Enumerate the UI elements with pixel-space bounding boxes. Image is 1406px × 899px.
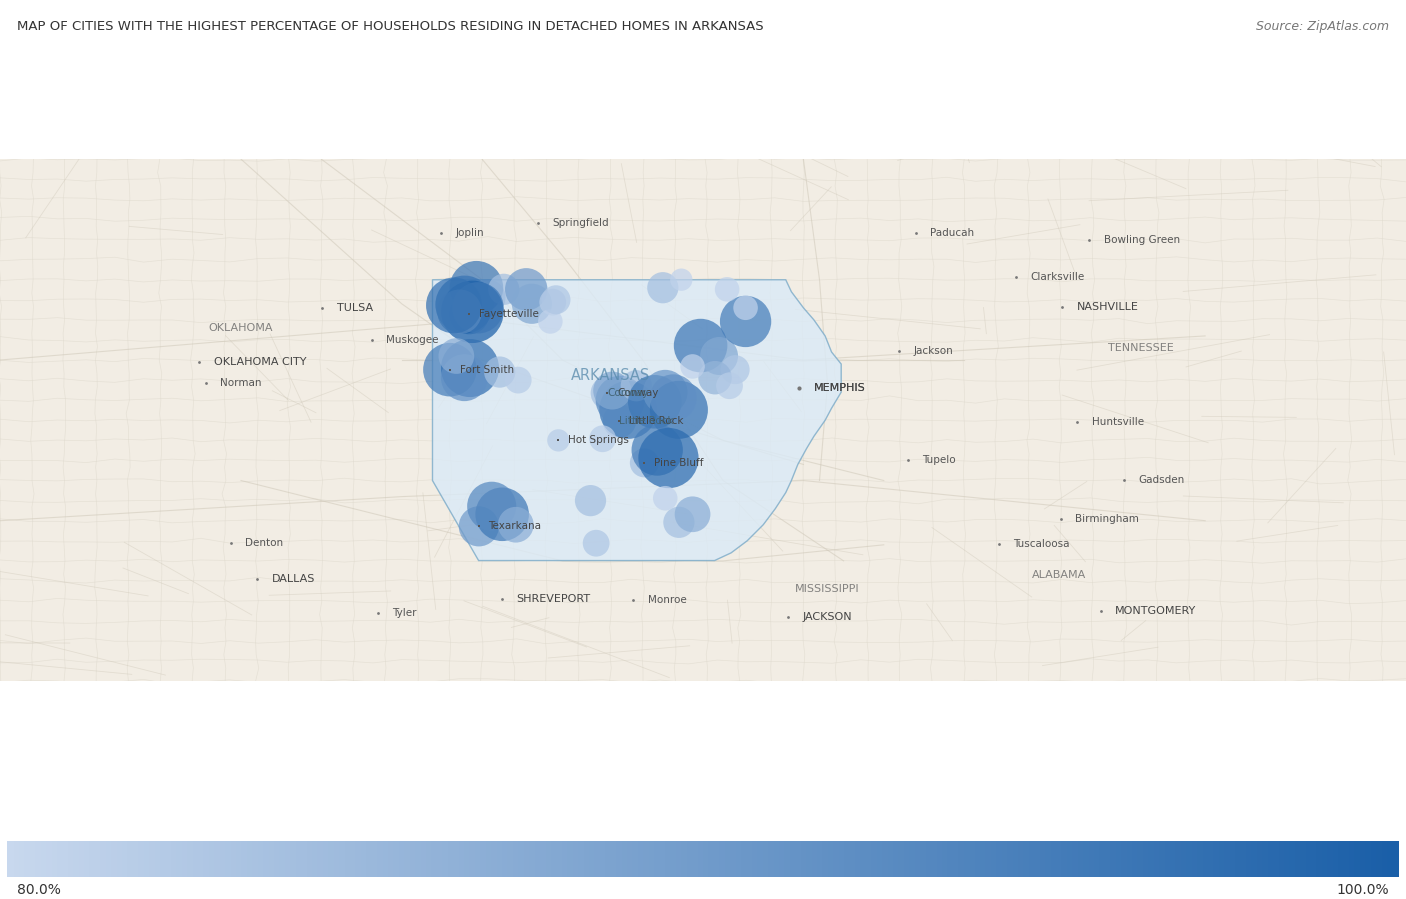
Text: Source: ZipAtlas.com: Source: ZipAtlas.com xyxy=(1256,20,1389,32)
Circle shape xyxy=(681,354,704,378)
Circle shape xyxy=(630,449,659,477)
Circle shape xyxy=(589,425,616,452)
Circle shape xyxy=(423,343,477,396)
Text: OKLAHOMA: OKLAHOMA xyxy=(208,323,273,333)
Circle shape xyxy=(671,269,693,291)
Text: Jackson: Jackson xyxy=(914,346,953,356)
Circle shape xyxy=(652,486,678,511)
Circle shape xyxy=(449,294,489,334)
Text: TENNESSEE: TENNESSEE xyxy=(1108,343,1174,353)
Text: Tupelo: Tupelo xyxy=(922,455,956,465)
Text: Fayetteville: Fayetteville xyxy=(479,309,538,319)
Circle shape xyxy=(484,357,516,387)
Text: MONTGOMERY: MONTGOMERY xyxy=(1115,607,1197,617)
Circle shape xyxy=(505,367,531,394)
Text: Birmingham: Birmingham xyxy=(1076,514,1139,524)
Text: Little Rock: Little Rock xyxy=(620,416,673,426)
Circle shape xyxy=(716,372,742,399)
Text: Tuscaloosa: Tuscaloosa xyxy=(1014,539,1070,549)
Text: Fort Smith: Fort Smith xyxy=(460,365,513,375)
Text: MEMPHIS: MEMPHIS xyxy=(814,383,866,393)
Circle shape xyxy=(596,376,645,424)
Circle shape xyxy=(599,381,657,439)
Circle shape xyxy=(593,371,631,410)
Text: Little Rock: Little Rock xyxy=(628,416,683,426)
Circle shape xyxy=(436,276,494,334)
Circle shape xyxy=(498,507,534,543)
Text: TULSA: TULSA xyxy=(336,303,373,313)
Circle shape xyxy=(540,289,567,316)
Circle shape xyxy=(475,487,529,541)
Polygon shape xyxy=(433,280,841,561)
Text: 100.0%: 100.0% xyxy=(1337,883,1389,897)
Circle shape xyxy=(437,289,482,334)
Circle shape xyxy=(426,278,482,334)
Text: 80.0%: 80.0% xyxy=(17,883,60,897)
Text: Norman: Norman xyxy=(221,378,262,387)
Circle shape xyxy=(675,496,710,532)
Circle shape xyxy=(650,381,707,439)
Circle shape xyxy=(699,361,731,395)
Text: Clarksville: Clarksville xyxy=(1031,272,1085,282)
Text: Paducah: Paducah xyxy=(931,228,974,238)
Text: Texarkana: Texarkana xyxy=(488,521,541,531)
Circle shape xyxy=(582,530,610,556)
Text: ARKANSAS: ARKANSAS xyxy=(571,368,650,383)
Text: Tyler: Tyler xyxy=(392,608,416,619)
Circle shape xyxy=(664,507,695,538)
Circle shape xyxy=(470,280,506,316)
Text: Gadsden: Gadsden xyxy=(1139,475,1185,485)
Circle shape xyxy=(638,428,699,488)
Circle shape xyxy=(700,337,738,375)
Circle shape xyxy=(439,338,474,374)
Text: Monroe: Monroe xyxy=(648,595,686,605)
Circle shape xyxy=(734,296,758,320)
Circle shape xyxy=(450,261,503,315)
Text: MEMPHIS: MEMPHIS xyxy=(814,383,866,393)
Text: Conway: Conway xyxy=(607,388,648,398)
Text: Conway: Conway xyxy=(617,388,658,398)
Text: OKLAHOMA CITY: OKLAHOMA CITY xyxy=(214,358,307,368)
Text: JACKSON: JACKSON xyxy=(803,612,852,622)
Circle shape xyxy=(441,339,499,397)
Circle shape xyxy=(575,485,606,516)
Text: MISSISSIPPI: MISSISSIPPI xyxy=(796,584,860,594)
Text: Muskogee: Muskogee xyxy=(387,335,439,345)
Circle shape xyxy=(441,354,488,401)
Circle shape xyxy=(714,277,740,301)
Text: Hot Springs: Hot Springs xyxy=(568,435,628,445)
Circle shape xyxy=(650,374,697,422)
Circle shape xyxy=(631,424,683,476)
Text: Joplin: Joplin xyxy=(456,228,484,238)
Circle shape xyxy=(467,482,516,530)
Circle shape xyxy=(547,429,569,451)
Circle shape xyxy=(505,268,547,310)
Circle shape xyxy=(512,284,553,324)
Circle shape xyxy=(453,282,503,334)
Circle shape xyxy=(441,280,503,343)
Circle shape xyxy=(591,376,624,410)
Text: Pine Bluff: Pine Bluff xyxy=(654,458,703,467)
Text: ALABAMA: ALABAMA xyxy=(1032,570,1085,581)
Text: Huntsville: Huntsville xyxy=(1092,417,1144,427)
Text: Bowling Green: Bowling Green xyxy=(1104,236,1180,245)
Circle shape xyxy=(603,405,636,438)
Text: SHREVEPORT: SHREVEPORT xyxy=(516,593,591,603)
Circle shape xyxy=(628,375,682,429)
Text: DALLAS: DALLAS xyxy=(271,574,315,583)
Circle shape xyxy=(541,285,571,315)
Circle shape xyxy=(673,319,727,372)
Circle shape xyxy=(647,272,679,303)
Circle shape xyxy=(488,273,519,305)
Circle shape xyxy=(720,296,772,347)
Text: MAP OF CITIES WITH THE HIGHEST PERCENTAGE OF HOUSEHOLDS RESIDING IN DETACHED HOM: MAP OF CITIES WITH THE HIGHEST PERCENTAG… xyxy=(17,20,763,32)
Circle shape xyxy=(721,355,749,384)
Circle shape xyxy=(620,370,652,401)
Text: Denton: Denton xyxy=(245,539,283,548)
Text: Springfield: Springfield xyxy=(553,218,609,227)
Circle shape xyxy=(458,506,499,547)
Circle shape xyxy=(643,369,688,414)
Text: NASHVILLE: NASHVILLE xyxy=(1077,302,1139,312)
Circle shape xyxy=(538,309,562,334)
